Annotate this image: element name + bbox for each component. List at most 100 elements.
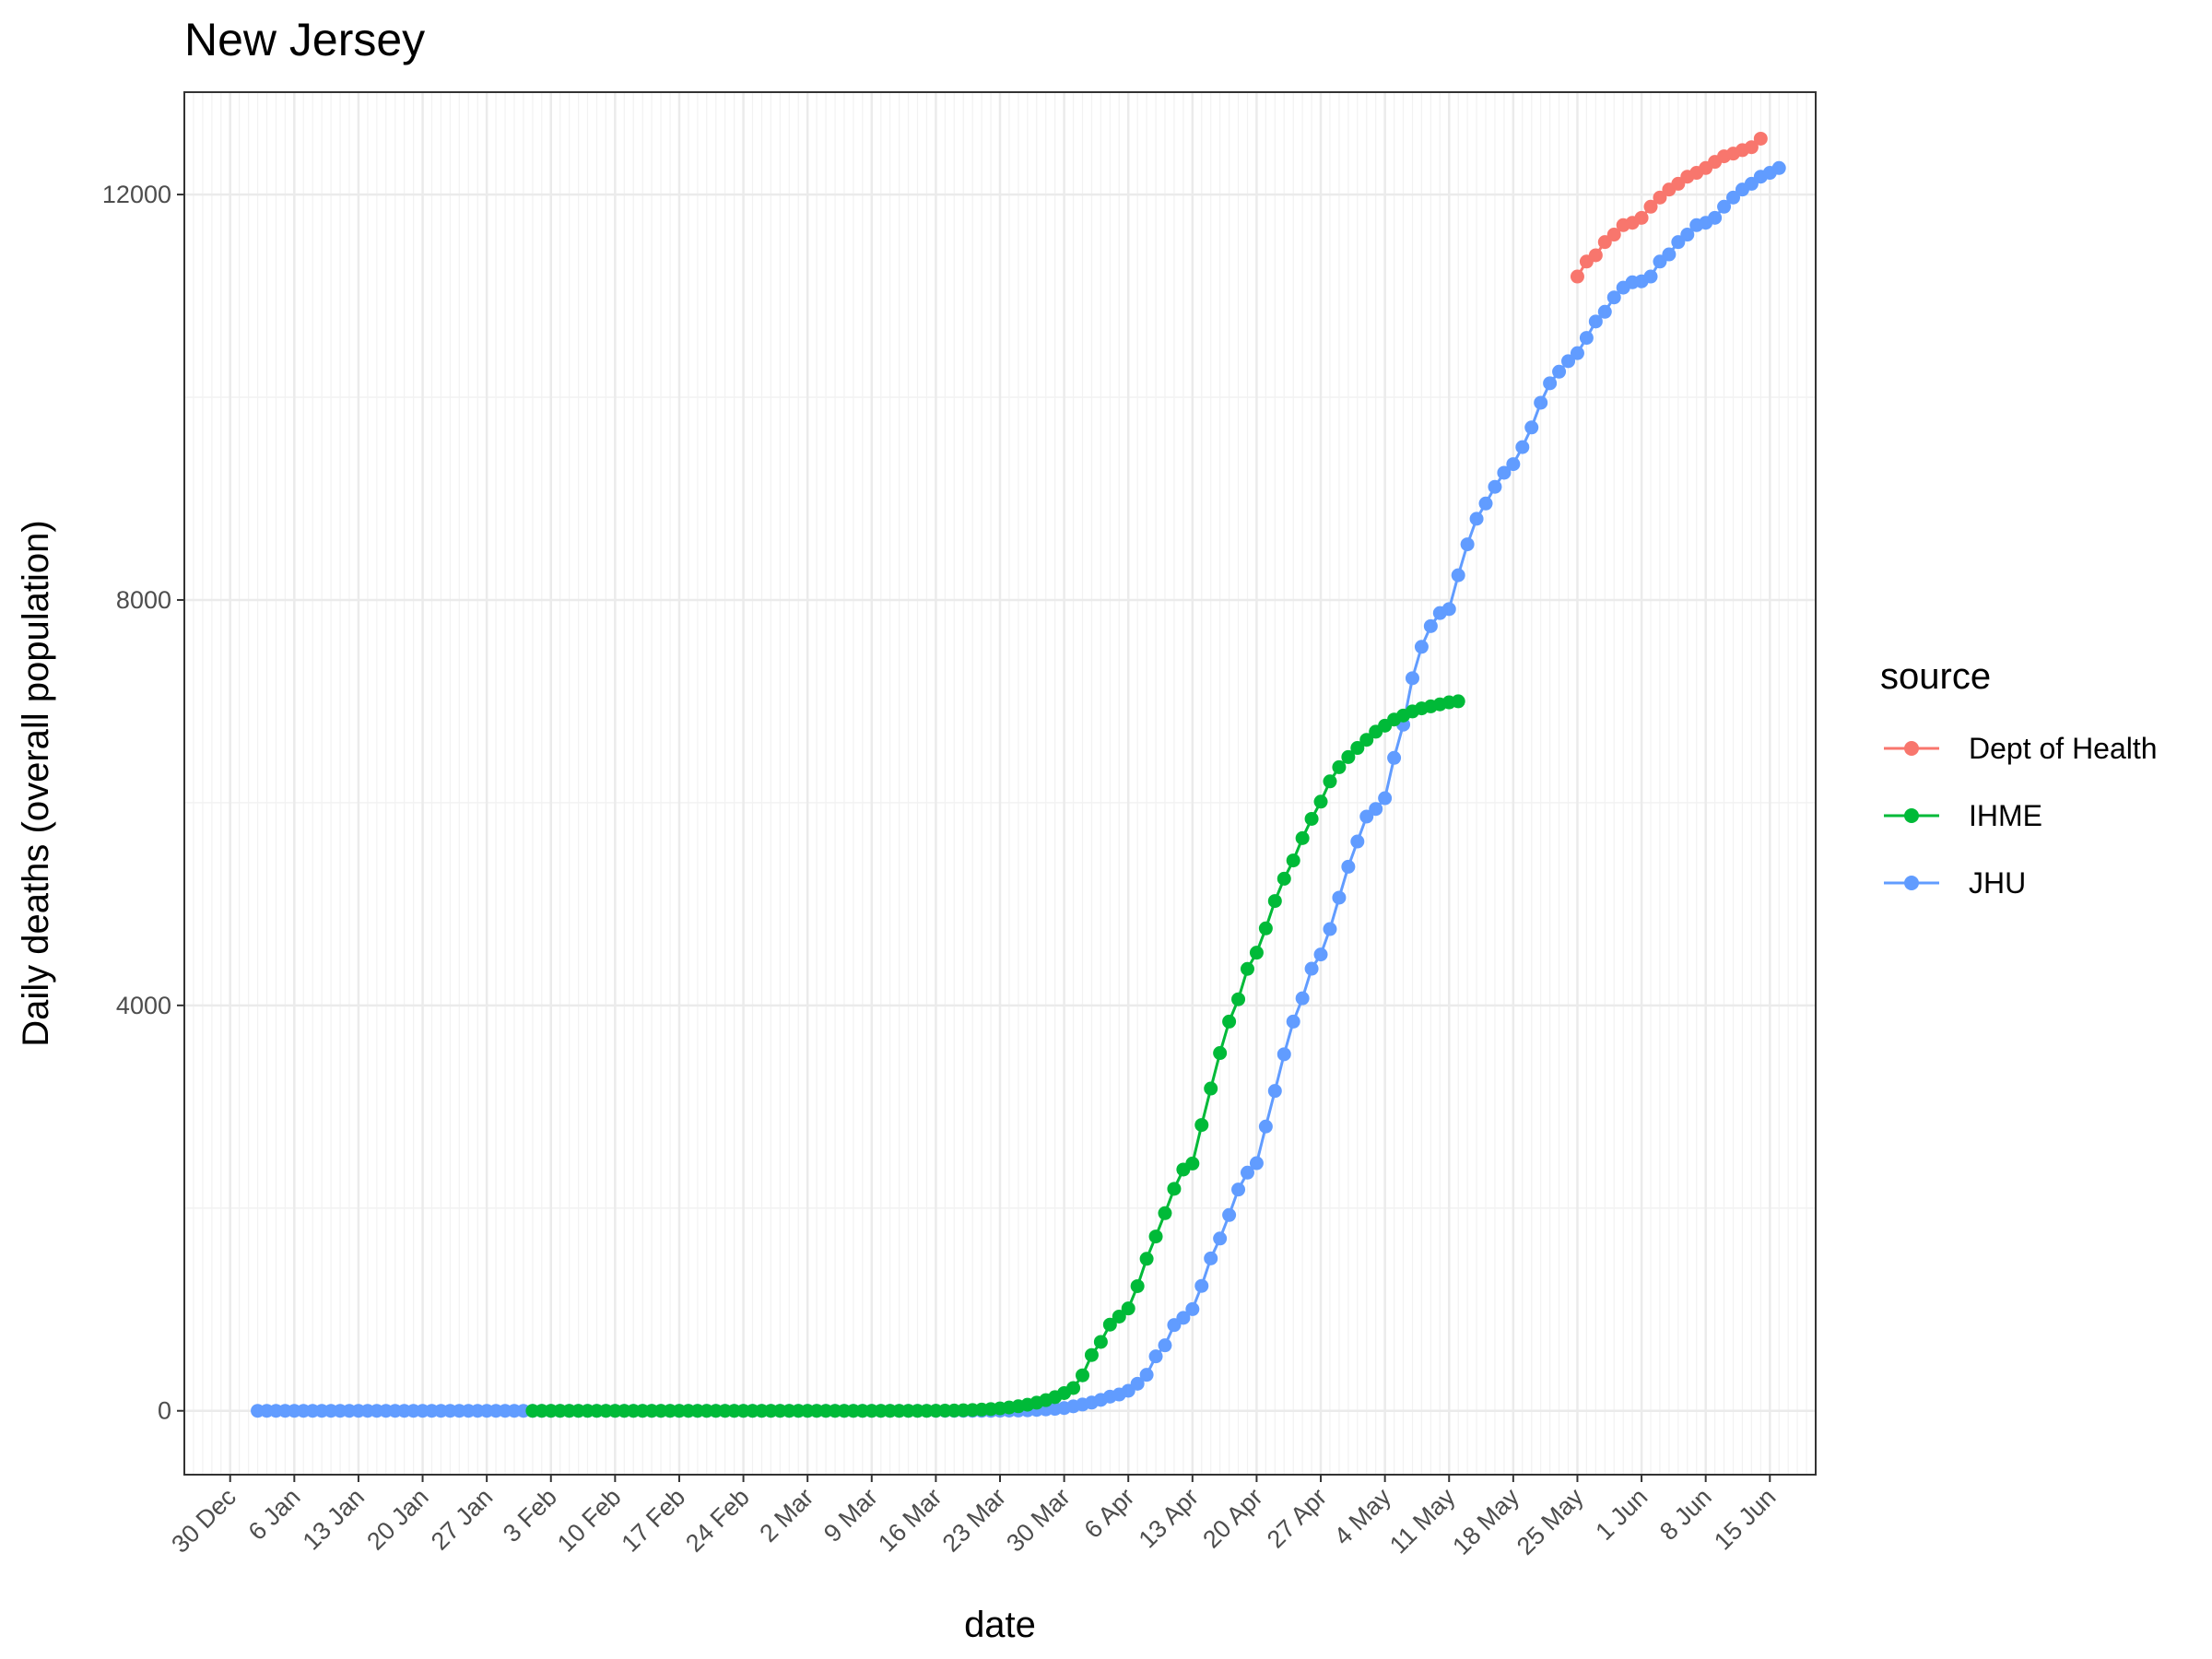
data-point-jhu	[1497, 465, 1512, 480]
x-tick-label: 13 Apr	[1134, 1483, 1204, 1553]
data-point-dept-of-health	[1597, 235, 1612, 250]
data-point-ihme	[1341, 749, 1356, 764]
data-point-jhu	[1194, 1278, 1209, 1293]
data-point-dept-of-health	[1570, 269, 1584, 284]
data-point-dept-of-health	[1744, 140, 1759, 155]
data-point-ihme	[1093, 1335, 1108, 1349]
data-point-jhu	[1570, 346, 1584, 360]
data-point-jhu	[1341, 859, 1356, 874]
data-point-jhu	[1597, 304, 1612, 319]
series-ihme	[525, 694, 1465, 1418]
series-dept-of-health	[1570, 131, 1768, 284]
data-point-jhu	[1304, 961, 1319, 976]
data-point-jhu	[1478, 496, 1493, 511]
data-point-ihme	[1194, 1118, 1209, 1133]
x-tick-label: 25 May	[1512, 1483, 1589, 1560]
data-point-jhu	[1561, 354, 1576, 369]
legend-item-ihme: IHME	[1884, 799, 2042, 832]
y-tick-label: 8000	[116, 586, 171, 614]
x-tick-label: 27 Apr	[1262, 1483, 1332, 1553]
data-point-ihme	[1112, 1309, 1126, 1324]
data-point-jhu	[1277, 1047, 1291, 1062]
data-point-jhu	[1579, 331, 1594, 346]
data-point-jhu	[1506, 457, 1521, 472]
data-point-ihme	[1185, 1156, 1200, 1171]
legend-item-jhu: JHU	[1884, 866, 2026, 900]
data-point-ihme	[1084, 1347, 1099, 1362]
x-tick-label: 17 Feb	[617, 1483, 691, 1558]
data-point-ihme	[1350, 741, 1365, 756]
data-point-jhu	[1423, 618, 1438, 633]
legend-label: IHME	[1969, 799, 2042, 832]
data-point-jhu	[1671, 235, 1686, 250]
data-point-jhu	[1240, 1165, 1254, 1180]
data-point-ihme	[1240, 961, 1254, 976]
y-axis: 0 4000 8000 12000	[102, 181, 184, 1425]
data-point-jhu	[1148, 1349, 1163, 1364]
x-tick-label: 13 Jan	[298, 1483, 371, 1556]
data-point-ihme	[1102, 1317, 1117, 1332]
legend-key-point	[1904, 808, 1919, 823]
data-point-jhu	[1469, 512, 1484, 526]
data-point-ihme	[1222, 1014, 1237, 1029]
data-point-dept-of-health	[1653, 190, 1667, 205]
data-point-dept-of-health	[1753, 131, 1768, 146]
x-tick-label: 6 Apr	[1079, 1483, 1140, 1544]
data-point-jhu	[1369, 802, 1383, 817]
data-point-jhu	[1488, 479, 1502, 494]
legend-key-point	[1904, 876, 1919, 890]
legend-key-point	[1904, 741, 1919, 756]
data-point-jhu	[1708, 210, 1723, 225]
data-point-jhu	[1213, 1231, 1228, 1246]
data-point-ihme	[1167, 1182, 1182, 1196]
y-axis-title: Daily deaths (overall population)	[16, 520, 56, 1046]
x-tick-label: 1 Jun	[1590, 1483, 1653, 1546]
data-point-jhu	[1515, 440, 1530, 454]
data-point-jhu	[1313, 947, 1328, 962]
legend: source Dept of Health IHME JHU	[1880, 656, 2158, 900]
data-point-jhu	[1405, 671, 1419, 686]
data-point-ihme	[1130, 1278, 1145, 1293]
plot-series	[251, 131, 1786, 1418]
x-axis-title: date	[964, 1605, 1036, 1645]
data-point-ihme	[1359, 733, 1374, 747]
data-point-jhu	[1359, 809, 1374, 824]
data-point-ihme	[1323, 774, 1337, 789]
data-point-ihme	[1267, 894, 1282, 909]
x-tick-label: 30 Dec	[166, 1483, 241, 1559]
legend-title: source	[1880, 656, 1991, 697]
data-point-jhu	[1451, 568, 1465, 582]
data-point-dept-of-health	[1643, 199, 1658, 214]
legend-label: Dept of Health	[1969, 732, 2158, 765]
data-point-jhu	[1130, 1376, 1145, 1391]
data-point-jhu	[1323, 922, 1337, 936]
x-tick-label: 27 Jan	[426, 1483, 499, 1556]
data-point-jhu	[1185, 1301, 1200, 1316]
legend-item-dept-of-health: Dept of Health	[1884, 732, 2158, 765]
data-point-jhu	[1350, 834, 1365, 849]
data-point-jhu	[1387, 750, 1402, 765]
data-point-dept-of-health	[1634, 210, 1649, 225]
data-point-jhu	[1460, 537, 1475, 552]
data-point-jhu	[1643, 269, 1658, 284]
data-point-jhu	[1534, 395, 1548, 410]
data-point-jhu	[1176, 1311, 1191, 1325]
data-point-ihme	[1258, 921, 1273, 935]
data-point-jhu	[1295, 991, 1310, 1006]
x-tick-label: 16 Mar	[873, 1483, 947, 1558]
data-point-jhu	[1524, 420, 1539, 435]
data-point-jhu	[1606, 290, 1621, 305]
data-point-ihme	[1451, 694, 1465, 709]
data-point-jhu	[1378, 791, 1393, 806]
data-point-dept-of-health	[1588, 248, 1603, 263]
data-point-jhu	[1771, 160, 1786, 175]
x-tick-label: 8 Jun	[1654, 1483, 1717, 1546]
x-tick-label: 30 Mar	[1001, 1483, 1076, 1558]
data-point-ihme	[1075, 1368, 1089, 1382]
data-point-ihme	[1158, 1206, 1172, 1220]
data-point-jhu	[1231, 1182, 1246, 1197]
data-point-jhu	[1662, 247, 1677, 262]
data-point-jhu	[1249, 1156, 1264, 1171]
